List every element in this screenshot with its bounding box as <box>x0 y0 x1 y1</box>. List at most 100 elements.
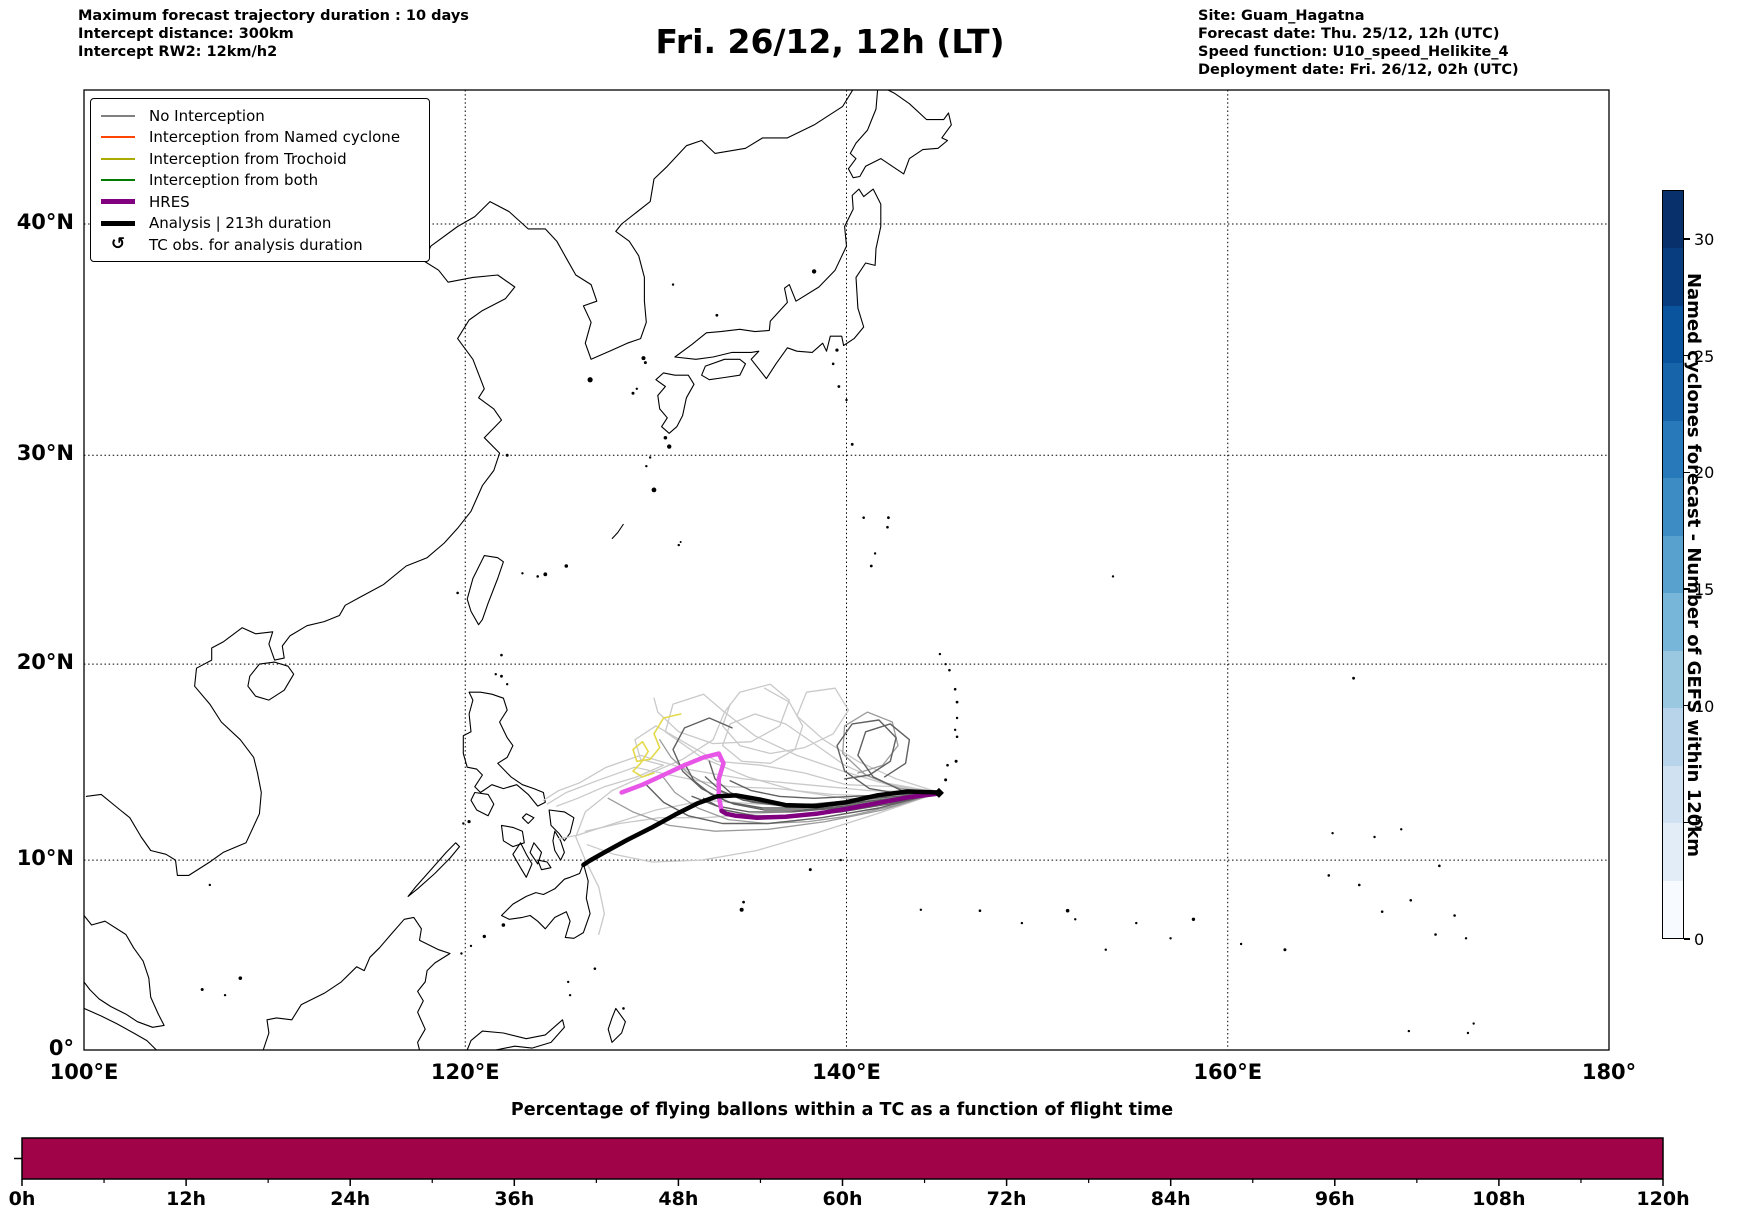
island-dot <box>622 1007 625 1010</box>
trajectory-ensemble-light-5 <box>575 693 940 936</box>
island-dot <box>845 398 848 402</box>
island-dot <box>1373 835 1376 839</box>
legend-item-no-interception: No Interception <box>101 105 429 127</box>
trajectory-hres-extension <box>619 751 726 814</box>
legend-item-tc-obs: ↺ TC obs. for analysis duration <box>101 234 429 256</box>
colorbar-tick <box>1684 821 1690 824</box>
black-line-swatch <box>101 220 135 226</box>
island-dot <box>593 967 597 970</box>
colorbar-segment <box>1663 535 1683 594</box>
island-dot <box>953 728 957 732</box>
island-dot <box>1400 828 1403 831</box>
trajectory-trochoid-interception <box>632 713 682 778</box>
island-dot <box>564 564 569 568</box>
island-dot <box>645 464 648 468</box>
legend-label: Analysis | 213h duration <box>149 214 332 233</box>
x-tick-label: 160°E <box>1193 1060 1263 1084</box>
olive-line-swatch <box>101 157 135 160</box>
island-dot <box>955 716 959 720</box>
island-dot <box>566 980 570 984</box>
x-tick-label: 100°E <box>49 1060 119 1084</box>
coastline-okinawa <box>611 523 624 540</box>
island-dot <box>1020 921 1024 925</box>
island-dot <box>469 944 473 948</box>
island-dot <box>631 391 635 395</box>
island-dot <box>648 456 652 459</box>
coastline-leyte <box>552 830 565 861</box>
deployment-date-text: Deployment date: Fri. 26/12, 02h (UTC) <box>1198 62 1519 78</box>
island-dot <box>1409 898 1413 902</box>
island-dot <box>955 735 959 739</box>
colorbar-tick <box>1684 938 1690 940</box>
island-dot <box>208 883 212 887</box>
hour-tick-label: 48h <box>658 1188 699 1210</box>
island-dot <box>1407 1029 1411 1033</box>
map-layer <box>84 90 1609 1050</box>
colorbar-tick-label: 20 <box>1694 463 1715 483</box>
coastline-honshu <box>674 188 882 380</box>
island-dot <box>938 652 942 656</box>
trajectory-ensemble-light-6 <box>721 687 940 794</box>
island-dot <box>835 348 839 352</box>
island-dot <box>1327 874 1331 877</box>
coastline-sumatra <box>84 1007 157 1050</box>
legend-label: Interception from both <box>149 171 319 190</box>
colorbar-tick <box>1684 588 1690 590</box>
island-dot <box>837 385 841 388</box>
island-dot <box>1135 921 1138 925</box>
island-dot <box>223 993 227 997</box>
island-dot <box>467 819 471 824</box>
intercept-distance-text: Intercept distance: 300km <box>78 26 294 42</box>
coastline-negros <box>512 842 533 878</box>
island-dot <box>1472 1022 1475 1025</box>
colorbar-tick-label: 25 <box>1694 346 1715 366</box>
island-dot <box>1169 937 1172 940</box>
island-dot <box>739 907 744 912</box>
island-dot <box>462 822 465 825</box>
colorbar-tick-label: 15 <box>1694 580 1715 599</box>
trajectory-analysis <box>581 789 942 868</box>
island-dot <box>521 572 524 575</box>
colorbar-segment <box>1663 191 1683 249</box>
island-dot <box>850 442 854 446</box>
y-tick-label: 10°N <box>16 846 74 871</box>
island-dot <box>944 662 947 666</box>
coastline-mindoro <box>470 791 495 817</box>
gray-line-swatch <box>101 114 135 117</box>
island-dot <box>919 908 923 911</box>
green-line-swatch <box>101 179 135 182</box>
coastline-malay-peninsula <box>84 915 165 1028</box>
island-dot <box>1065 908 1070 913</box>
coastline-shikoku <box>701 358 747 381</box>
coastline-luzon <box>462 691 546 807</box>
island-dot <box>500 674 503 678</box>
island-dot <box>505 682 509 686</box>
island-dot <box>587 377 593 383</box>
forecast-date-text: Forecast date: Thu. 25/12, 12h (UTC) <box>1198 26 1500 42</box>
trajectory-ensemble-light-10 <box>542 754 940 801</box>
island-dot <box>978 909 982 913</box>
legend-label: TC obs. for analysis duration <box>149 235 363 254</box>
coastline-palawan <box>407 842 461 897</box>
colorbar-segment <box>1663 765 1683 824</box>
trajectory-ensemble-light-1 <box>556 725 940 807</box>
purple-line-swatch <box>101 199 135 205</box>
hour-tick-label: 72h <box>986 1188 1027 1210</box>
colorbar-segment <box>1663 823 1683 881</box>
y-tick-label: 20°N <box>16 650 74 675</box>
island-dot <box>948 668 951 672</box>
coastline-halmahera <box>607 1007 626 1043</box>
colorbar-tick-label: 5 <box>1694 813 1705 833</box>
colorbar-tick-label: 30 <box>1694 230 1715 249</box>
coastline-masbate <box>521 813 535 825</box>
colorbar-tick <box>1684 354 1690 357</box>
island-dot <box>944 778 948 782</box>
hour-tick-label: 120h <box>1636 1188 1690 1210</box>
coastline-kyushu <box>655 372 695 434</box>
island-dot <box>456 591 459 595</box>
island-dot <box>1331 831 1334 835</box>
trajectory-ensemble-dark-2 <box>836 719 940 796</box>
island-dot <box>671 283 675 286</box>
island-dot <box>742 900 745 904</box>
hour-tick-label: 84h <box>1150 1188 1191 1210</box>
